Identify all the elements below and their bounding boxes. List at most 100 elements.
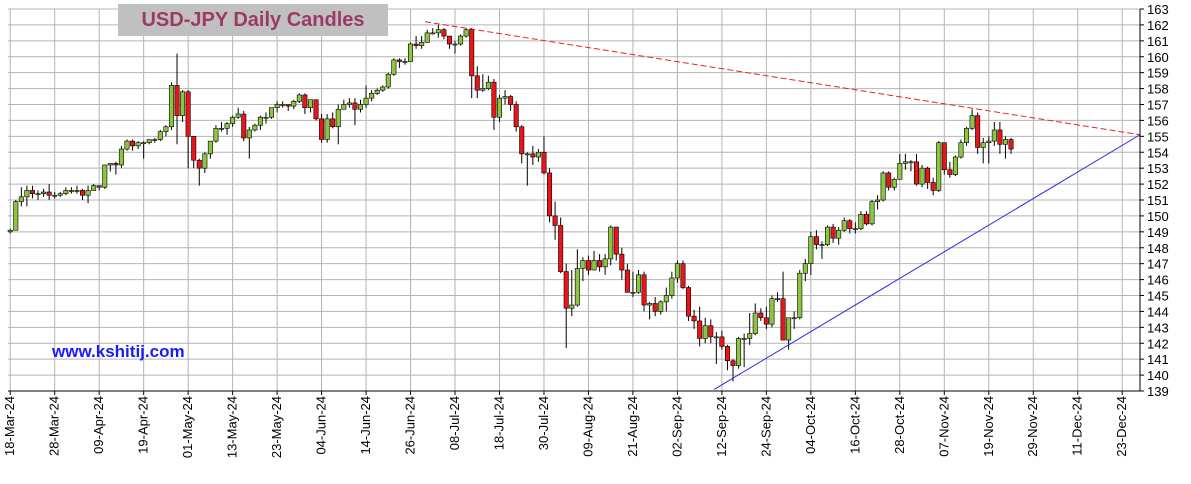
candle-body bbox=[952, 156, 958, 175]
candle-body bbox=[219, 128, 225, 130]
candle-body bbox=[18, 196, 24, 202]
candle-body bbox=[608, 226, 614, 260]
candle-body bbox=[774, 298, 780, 300]
x-tick-label: 21-Aug-24 bbox=[625, 396, 640, 457]
candle-body bbox=[285, 104, 291, 107]
candle-body bbox=[552, 215, 558, 226]
candle-body bbox=[102, 164, 108, 188]
candle-body bbox=[246, 129, 252, 139]
candle-body bbox=[674, 263, 680, 279]
candle-body bbox=[813, 236, 819, 245]
candle-body bbox=[224, 123, 230, 129]
candle-body bbox=[391, 59, 397, 75]
candle-body bbox=[630, 292, 636, 294]
candle-body bbox=[825, 226, 831, 245]
y-tick-label: 148 bbox=[1147, 241, 1169, 256]
candle-body bbox=[241, 113, 247, 139]
candle-body bbox=[430, 32, 436, 35]
x-tick-label: 29-Nov-24 bbox=[1025, 396, 1040, 457]
candle-body bbox=[141, 142, 147, 144]
y-tick-label: 152 bbox=[1147, 177, 1169, 192]
candle-body bbox=[524, 153, 530, 156]
candle-body bbox=[252, 124, 258, 131]
trendline bbox=[424, 21, 1141, 136]
candle-body bbox=[213, 128, 219, 142]
candle-body bbox=[530, 153, 536, 158]
watermark: www.kshitij.com bbox=[51, 342, 185, 361]
candle-body bbox=[680, 263, 686, 288]
candle-body bbox=[474, 75, 480, 91]
x-tick-label: 09-Aug-24 bbox=[580, 396, 595, 457]
x-tick-label: 14-Jun-24 bbox=[358, 396, 373, 455]
candle-body bbox=[385, 73, 391, 88]
x-tick-label: 18-Jul-24 bbox=[491, 396, 506, 450]
x-tick-label: 26-Jun-24 bbox=[403, 396, 418, 455]
candle-body bbox=[107, 163, 113, 166]
x-tick-label: 24-Sep-24 bbox=[758, 396, 773, 457]
candle-body bbox=[925, 167, 931, 183]
candle-body bbox=[185, 91, 191, 137]
candle-body bbox=[346, 102, 352, 105]
y-tick-label: 142 bbox=[1147, 336, 1169, 351]
candle-body bbox=[52, 194, 58, 197]
y-tick-label: 162 bbox=[1147, 18, 1169, 33]
candle-body bbox=[641, 274, 647, 306]
candle-body bbox=[163, 126, 169, 132]
x-tick-label: 16-Oct-24 bbox=[847, 396, 862, 454]
candle-body bbox=[174, 85, 180, 116]
candle-body bbox=[558, 225, 564, 272]
candle-body bbox=[302, 94, 308, 108]
candle-body bbox=[408, 43, 414, 62]
candle-body bbox=[741, 338, 747, 340]
candle-body bbox=[958, 142, 964, 158]
candle-body bbox=[485, 81, 491, 89]
candle-body bbox=[619, 253, 625, 271]
x-tick-label: 19-Apr-24 bbox=[136, 396, 151, 454]
candle-body bbox=[63, 190, 69, 194]
candle-body bbox=[419, 42, 425, 46]
candle-body bbox=[941, 142, 947, 171]
candle-body bbox=[274, 104, 280, 108]
candle-body bbox=[480, 88, 486, 91]
candle-body bbox=[168, 85, 174, 128]
y-tick-label: 158 bbox=[1147, 82, 1169, 97]
candle-body bbox=[541, 151, 547, 174]
candle-body bbox=[374, 89, 380, 94]
candle-body bbox=[902, 161, 908, 164]
x-tick-label: 30-Jul-24 bbox=[536, 396, 551, 450]
candle-body bbox=[686, 287, 692, 317]
candle-body bbox=[118, 148, 124, 166]
candle-body bbox=[441, 29, 447, 37]
x-tick-label: 23-Dec-24 bbox=[1114, 396, 1129, 457]
candle-body bbox=[341, 104, 347, 110]
candle-body bbox=[29, 190, 35, 194]
x-tick-label: 01-May-24 bbox=[180, 396, 195, 458]
y-tick-label: 150 bbox=[1147, 209, 1169, 224]
y-tick-label: 139 bbox=[1147, 384, 1169, 399]
candle-body bbox=[413, 43, 419, 46]
candle-body bbox=[658, 301, 664, 312]
candle-body bbox=[74, 190, 80, 192]
candle-body bbox=[396, 59, 402, 62]
candle-body bbox=[736, 338, 742, 366]
candle-body bbox=[858, 214, 864, 229]
candle-body bbox=[380, 86, 386, 91]
candle-body bbox=[157, 131, 163, 140]
x-tick-label: 08-Jul-24 bbox=[447, 396, 462, 450]
candle-body bbox=[230, 116, 236, 124]
candle-body bbox=[986, 140, 992, 144]
candle-body bbox=[719, 336, 725, 347]
x-tick-label: 12-Sep-24 bbox=[714, 396, 729, 457]
candle-body bbox=[908, 161, 914, 164]
y-tick-label: 149 bbox=[1147, 225, 1169, 240]
y-tick-label: 147 bbox=[1147, 257, 1169, 272]
y-tick-label: 156 bbox=[1147, 113, 1169, 128]
candle-body bbox=[7, 229, 13, 233]
candle-body bbox=[574, 268, 580, 306]
candle-body bbox=[964, 128, 970, 143]
candle-body bbox=[797, 272, 803, 319]
y-tick-label: 160 bbox=[1147, 50, 1169, 65]
y-tick-label: 153 bbox=[1147, 161, 1169, 176]
